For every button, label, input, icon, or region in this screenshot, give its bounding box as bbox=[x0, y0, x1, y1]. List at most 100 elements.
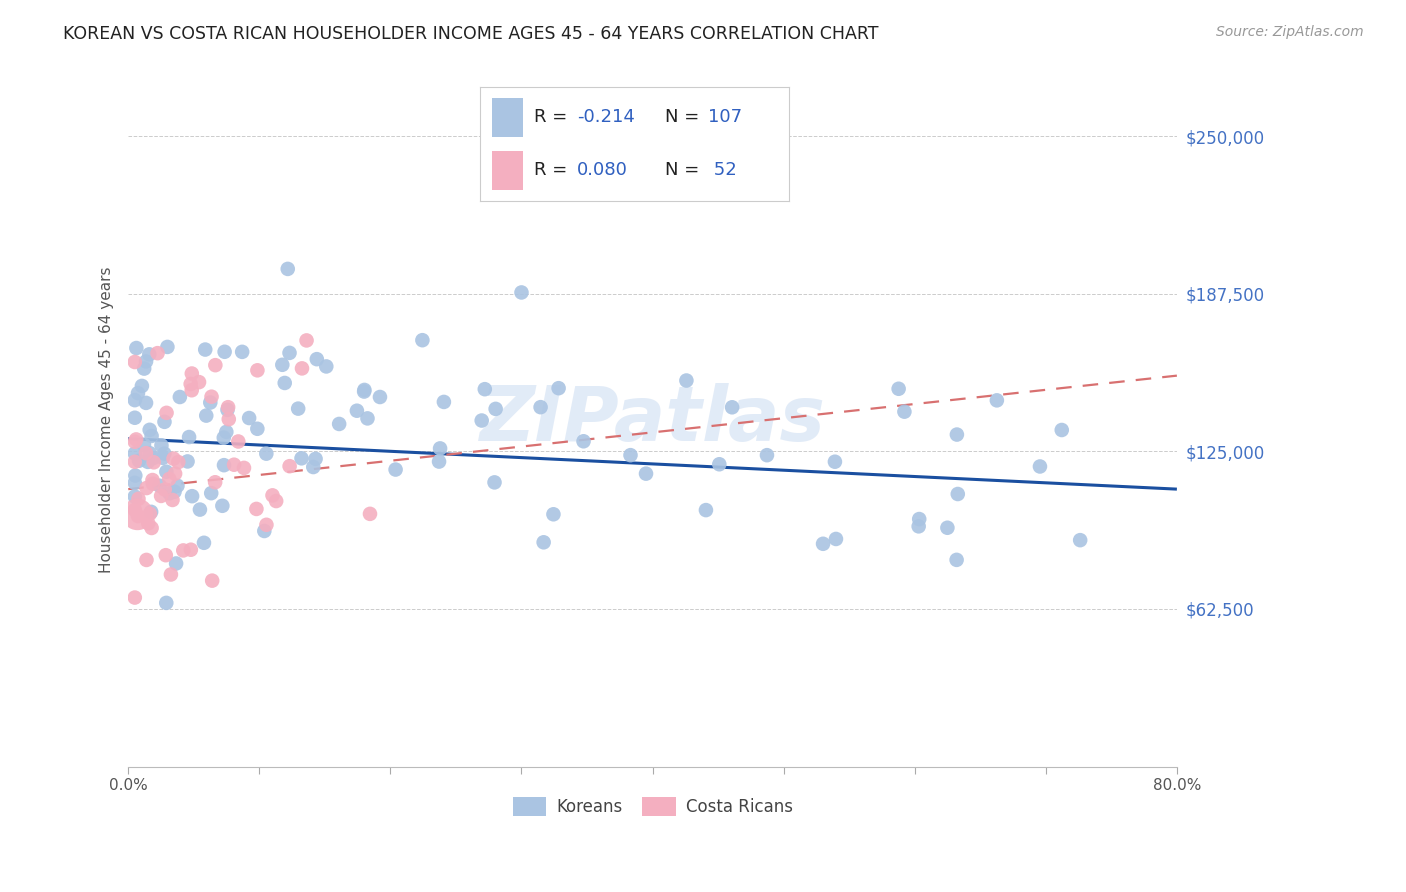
Point bbox=[135, 553, 157, 567]
Point bbox=[141, 473, 163, 487]
Point bbox=[825, 532, 848, 546]
Point bbox=[153, 447, 176, 461]
Point bbox=[138, 446, 160, 460]
Point bbox=[155, 548, 177, 562]
Point bbox=[124, 591, 146, 605]
Text: ZIPatlas: ZIPatlas bbox=[479, 383, 825, 457]
Point bbox=[278, 459, 301, 474]
Point bbox=[271, 358, 294, 372]
Point bbox=[194, 343, 217, 357]
Point bbox=[188, 375, 211, 389]
Point bbox=[359, 507, 381, 521]
Point bbox=[264, 494, 287, 508]
Point bbox=[153, 415, 176, 429]
Point bbox=[127, 509, 149, 524]
Point bbox=[180, 383, 202, 397]
Point bbox=[152, 450, 174, 465]
Point bbox=[215, 425, 238, 439]
Point bbox=[124, 503, 146, 517]
Point bbox=[543, 508, 565, 522]
Point bbox=[572, 434, 595, 449]
Point bbox=[721, 401, 744, 415]
Point bbox=[200, 390, 222, 404]
Point bbox=[150, 438, 173, 452]
Point bbox=[200, 486, 222, 500]
Point bbox=[138, 423, 160, 437]
Point bbox=[945, 553, 967, 567]
Point bbox=[165, 557, 187, 571]
Point bbox=[291, 361, 314, 376]
Text: Source: ZipAtlas.com: Source: ZipAtlas.com bbox=[1216, 25, 1364, 39]
Point bbox=[675, 374, 697, 388]
Point bbox=[368, 390, 391, 404]
Point bbox=[619, 448, 641, 462]
Point bbox=[533, 535, 555, 549]
Point bbox=[177, 430, 200, 444]
Legend: Koreans, Costa Ricans: Koreans, Costa Ricans bbox=[505, 789, 801, 824]
Point bbox=[695, 503, 717, 517]
Point bbox=[433, 395, 456, 409]
Point bbox=[356, 411, 378, 425]
Point bbox=[165, 467, 187, 481]
Point bbox=[474, 382, 496, 396]
Point bbox=[510, 285, 533, 300]
Point bbox=[278, 346, 301, 360]
Point bbox=[124, 490, 146, 504]
Point bbox=[290, 451, 312, 466]
Point bbox=[811, 537, 834, 551]
Point bbox=[353, 384, 375, 399]
Point bbox=[124, 355, 146, 369]
Point bbox=[193, 536, 215, 550]
Point bbox=[253, 524, 276, 538]
Point bbox=[755, 448, 778, 462]
Point bbox=[162, 492, 184, 507]
Point bbox=[907, 519, 929, 533]
Point bbox=[167, 455, 190, 469]
Point bbox=[127, 386, 149, 401]
Point bbox=[471, 413, 494, 427]
Point bbox=[485, 401, 508, 416]
Point bbox=[287, 401, 309, 416]
Point bbox=[134, 361, 156, 376]
Point bbox=[986, 393, 1008, 408]
Point bbox=[222, 458, 245, 472]
Point bbox=[135, 481, 157, 495]
Point bbox=[211, 499, 233, 513]
Point bbox=[128, 454, 150, 468]
Point bbox=[304, 451, 326, 466]
Point bbox=[302, 460, 325, 475]
Point bbox=[181, 489, 204, 503]
Point bbox=[188, 502, 211, 516]
Point bbox=[204, 475, 226, 490]
Point bbox=[217, 402, 239, 417]
Point bbox=[124, 410, 146, 425]
Point bbox=[142, 455, 165, 469]
Point bbox=[156, 340, 179, 354]
Point bbox=[139, 507, 162, 521]
Point bbox=[138, 347, 160, 361]
Point bbox=[146, 346, 169, 360]
Point bbox=[163, 484, 186, 499]
Point bbox=[180, 367, 202, 381]
Point bbox=[160, 567, 183, 582]
Point bbox=[180, 376, 202, 391]
Point bbox=[1029, 459, 1052, 474]
Point bbox=[212, 458, 235, 472]
Point bbox=[136, 455, 159, 469]
Point bbox=[217, 401, 239, 415]
Text: KOREAN VS COSTA RICAN HOUSEHOLDER INCOME AGES 45 - 64 YEARS CORRELATION CHART: KOREAN VS COSTA RICAN HOUSEHOLDER INCOME… bbox=[63, 25, 879, 43]
Point bbox=[200, 395, 222, 409]
Point bbox=[127, 491, 149, 506]
Point bbox=[887, 382, 910, 396]
Point bbox=[135, 446, 157, 460]
Point bbox=[1050, 423, 1073, 437]
Point bbox=[946, 427, 969, 442]
Point bbox=[218, 412, 240, 426]
Point bbox=[254, 517, 277, 532]
Point bbox=[135, 354, 157, 368]
Point bbox=[125, 433, 148, 447]
Point bbox=[254, 447, 277, 461]
Point bbox=[262, 488, 284, 502]
Point bbox=[124, 434, 146, 449]
Point bbox=[529, 400, 551, 414]
